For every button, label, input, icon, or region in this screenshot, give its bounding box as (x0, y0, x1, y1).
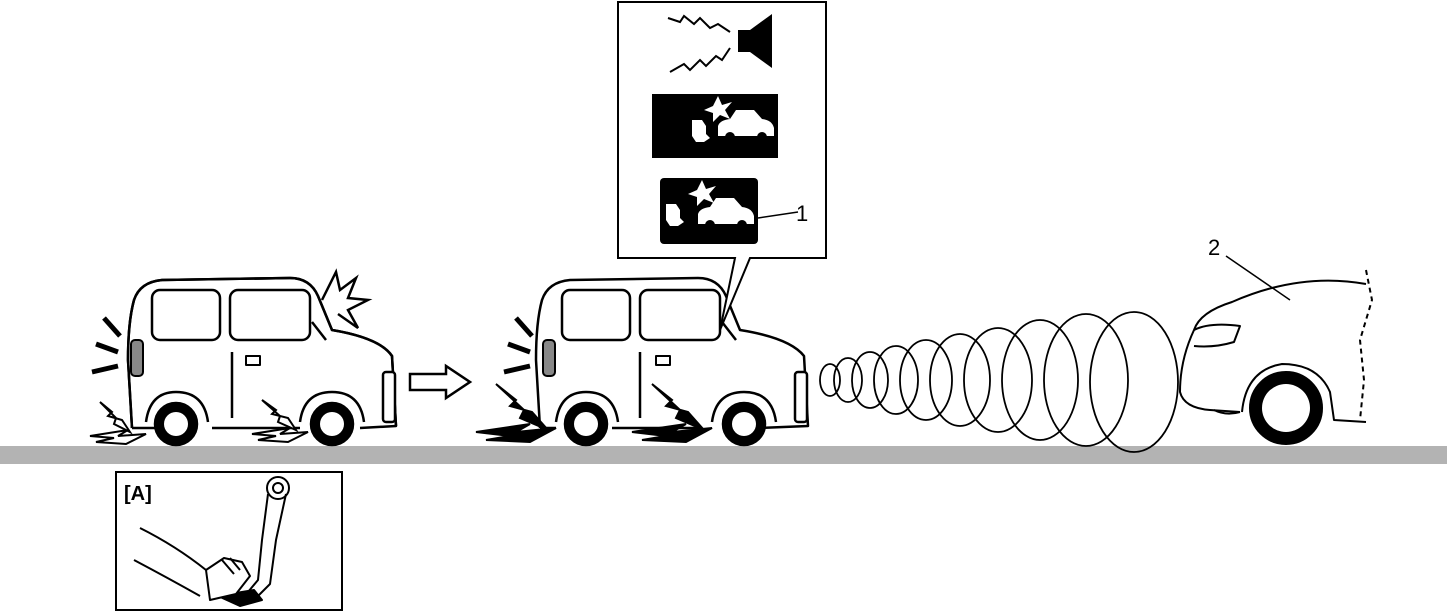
vehicle-braking-middle (534, 276, 810, 447)
warning-callout-box: 1 (617, 1, 827, 331)
collision-warning-lamp-icon (660, 178, 758, 244)
inset-brake-pedal: [A] (115, 471, 343, 611)
road-surface (0, 446, 1447, 464)
brake-pedal-icon (133, 476, 290, 607)
callout-label-2: 2 (1208, 235, 1220, 260)
buzzer-speaker-icon (667, 14, 772, 73)
impact-burst-icon (320, 268, 373, 330)
radar-wave-icon (819, 311, 1179, 453)
right-arrow-icon (408, 363, 473, 401)
vehicle-ahead (1179, 255, 1373, 445)
vehicle-braking-left (126, 276, 398, 447)
brake-light-rays-left (91, 316, 122, 375)
tire-skid-marks-left (89, 399, 309, 446)
callout-label-1: 1 (796, 201, 808, 226)
leader-line-1 (757, 211, 799, 219)
inset-label-a: [A] (124, 483, 152, 505)
brake-light-rays-middle (503, 316, 534, 375)
tire-skid-marks-middle (475, 383, 713, 444)
collision-warning-indicator-icon (652, 94, 778, 158)
